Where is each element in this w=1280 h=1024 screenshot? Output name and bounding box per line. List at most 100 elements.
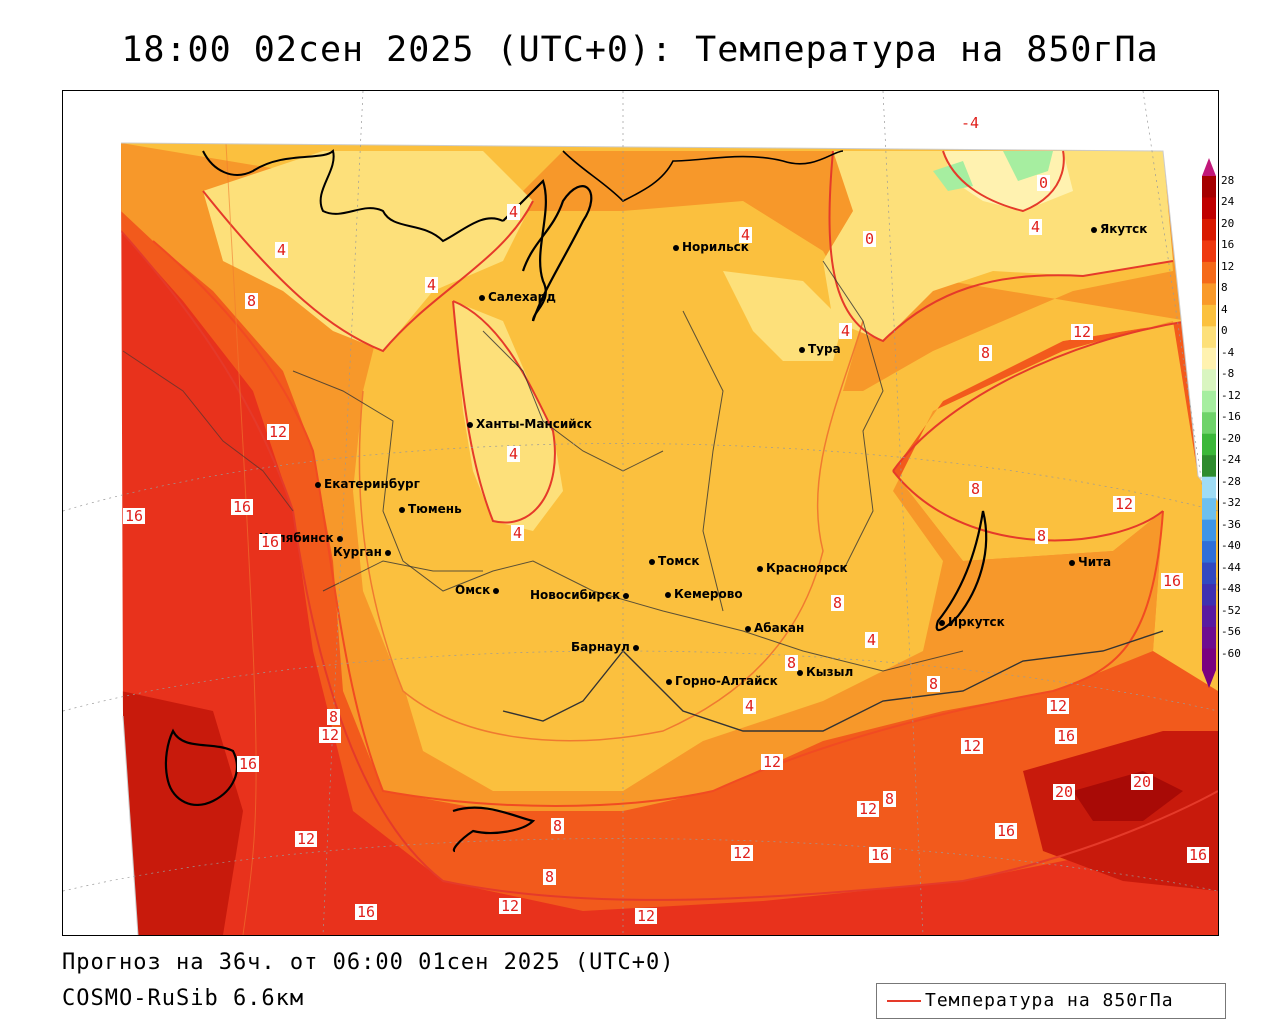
contour-label: 4: [1029, 218, 1043, 236]
contour-label: 16: [1055, 727, 1078, 745]
field-24-east: [1073, 771, 1183, 821]
city-label: Горно-Алтайск: [666, 675, 778, 687]
city-marker: [799, 346, 805, 353]
colorbar-segment: [1202, 240, 1216, 263]
contour-label: 0: [863, 230, 877, 248]
contour-label: 20: [1131, 773, 1154, 791]
city-marker: [673, 244, 679, 251]
legend-line-swatch: [887, 1000, 921, 1002]
city-marker: [315, 481, 321, 488]
colorbar: [1202, 158, 1216, 688]
colorbar-segment: [1202, 541, 1216, 564]
colorbar-tick-label: -8: [1221, 367, 1235, 381]
contour-label: 12: [1071, 323, 1094, 341]
colorbar-tick-label: -48: [1221, 582, 1241, 596]
colorbar-segment: [1202, 498, 1216, 521]
city-marker: [665, 591, 671, 598]
city-label: Барнаул: [571, 641, 642, 653]
colorbar-tick-label: -56: [1221, 625, 1241, 639]
city-marker: [493, 587, 500, 594]
map-title: 18:00 02сен 2025 (UTC+0): Температура на…: [121, 30, 1159, 70]
contour-label: 12: [1113, 495, 1136, 513]
contour-label: 4: [275, 241, 289, 259]
city-label: Омск: [455, 584, 502, 596]
contour-label: 16: [355, 903, 378, 921]
temperature-field: [63, 91, 1218, 935]
city-label: Иркутск: [939, 616, 1005, 628]
contour-label: 4: [511, 524, 525, 542]
city-marker: [336, 535, 343, 542]
field-0-plateau: [723, 271, 843, 361]
city-marker: [939, 619, 945, 626]
contour-label: 16: [259, 533, 282, 551]
city-label: Екатеринбург: [315, 478, 420, 490]
city-label: Курган: [333, 546, 394, 558]
colorbar-tick-label: -28: [1221, 474, 1241, 488]
contour-label: 16: [123, 507, 146, 525]
colorbar-tick-label: -12: [1221, 388, 1241, 402]
city-marker: [1069, 559, 1075, 566]
contour-label: -4: [959, 114, 982, 132]
contour-label: 8: [883, 790, 897, 808]
contour-label: 8: [969, 480, 983, 498]
contour-label: 16: [1161, 572, 1184, 590]
colorbar-tick-label: -40: [1221, 539, 1241, 553]
city-label: Томск: [649, 555, 700, 567]
city-marker: [757, 565, 763, 572]
colorbar-tick-label: -16: [1221, 410, 1241, 424]
city-label: Салехард: [479, 291, 556, 303]
field-minus8: [1003, 151, 1053, 181]
city-marker: [623, 592, 630, 599]
contour-label: 12: [499, 897, 522, 915]
field-20-west: [121, 691, 243, 935]
colorbar-tick-label: -36: [1221, 517, 1241, 531]
field-0-ob: [453, 301, 563, 531]
contour-label: 12: [267, 423, 290, 441]
city-marker: [384, 549, 391, 556]
contour-label: 4: [839, 322, 853, 340]
contour-label: 12: [319, 726, 342, 744]
contour-label: 12: [1047, 697, 1070, 715]
colorbar-segment: [1202, 326, 1216, 349]
colorbar-segment: [1202, 562, 1216, 585]
colorbar-segment: [1202, 283, 1216, 306]
colorbar-segment: [1202, 648, 1216, 671]
colorbar-segment: [1202, 369, 1216, 392]
legend-box: Температура на 850гПа: [876, 983, 1226, 1019]
city-marker: [649, 558, 655, 565]
contour-label: 8: [245, 292, 259, 310]
contour-label: 12: [857, 800, 880, 818]
contour-label: 16: [231, 498, 254, 516]
colorbar-tick-label: 4: [1221, 302, 1228, 316]
colorbar-segment: [1202, 584, 1216, 607]
contour-label: 4: [507, 445, 521, 463]
contour-label: 16: [995, 822, 1018, 840]
colorbar-segment: [1202, 476, 1216, 499]
colorbar-tick-label: 8: [1221, 281, 1228, 295]
city-marker: [632, 644, 639, 651]
city-label: Якутск: [1091, 223, 1147, 235]
contour-label: 12: [635, 907, 658, 925]
colorbar-tick-label: 0: [1221, 324, 1228, 338]
contour-label: 4: [507, 203, 521, 221]
contour-label: 8: [979, 344, 993, 362]
contour-label: 8: [551, 817, 565, 835]
contour-label: 4: [743, 697, 757, 715]
contour-label: 12: [961, 737, 984, 755]
city-marker: [479, 294, 485, 301]
contour-label: 8: [927, 675, 941, 693]
contour-label: 12: [295, 830, 318, 848]
forecast-info: Прогноз на 36ч. от 06:00 01сен 2025 (UTC…: [62, 950, 675, 975]
city-marker: [745, 625, 751, 632]
city-label: Тюмень: [399, 503, 462, 515]
colorbar-tick-label: 20: [1221, 216, 1235, 230]
colorbar-segment: [1202, 627, 1216, 650]
contour-label: 4: [425, 276, 439, 294]
colorbar-tick-label: -24: [1221, 453, 1241, 467]
city-marker: [797, 669, 803, 676]
colorbar-bottom-arrow: [1202, 670, 1216, 688]
city-label: Норильск: [673, 241, 749, 253]
colorbar-segment: [1202, 412, 1216, 435]
field-0-east: [823, 151, 1173, 341]
colorbar-segment: [1202, 261, 1216, 284]
